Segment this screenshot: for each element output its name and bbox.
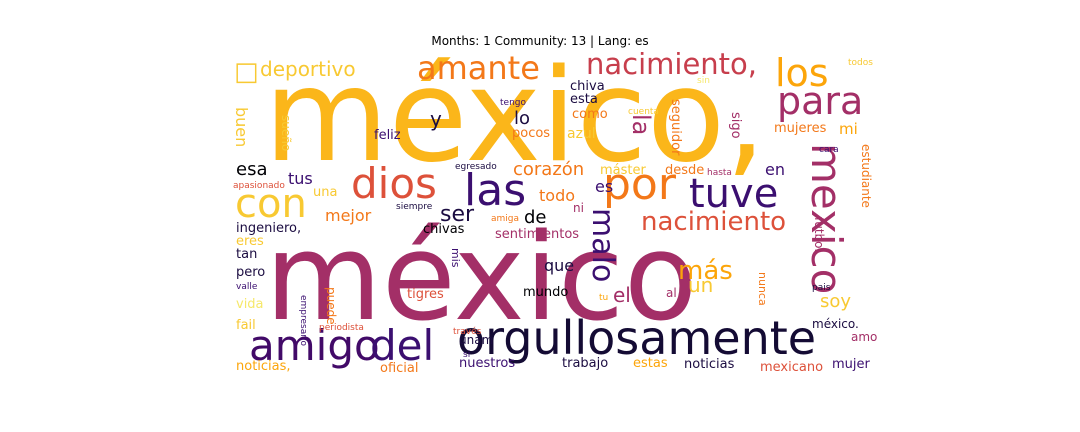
word-68: noticias, bbox=[236, 359, 291, 374]
word-65: trabajo bbox=[562, 356, 609, 371]
word-43: seguidor bbox=[668, 99, 683, 156]
word-54: tan bbox=[236, 247, 258, 262]
word-22: ser bbox=[440, 202, 475, 227]
word-87: través bbox=[453, 327, 482, 337]
word-46: mi bbox=[839, 120, 858, 138]
word-31: es bbox=[595, 177, 614, 196]
word-34: soy bbox=[820, 291, 852, 312]
word-30: que bbox=[544, 256, 575, 275]
chart-title: Months: 1 Community: 13 | Lang: es bbox=[431, 34, 649, 48]
word-62: puede bbox=[324, 287, 338, 325]
word-2: orgullosamente bbox=[457, 311, 817, 365]
word-56: vida bbox=[236, 297, 264, 312]
word-38: esta bbox=[570, 92, 598, 107]
word-53: eres bbox=[236, 234, 264, 249]
word-80: egresado bbox=[455, 162, 497, 172]
word-60: tigres bbox=[407, 287, 444, 302]
word-84: valle bbox=[236, 282, 258, 292]
word-23: de bbox=[524, 207, 547, 228]
word-89: cara bbox=[819, 145, 839, 155]
word-91: cuenta bbox=[628, 107, 659, 117]
word-78: tengo bbox=[500, 98, 526, 108]
word-5: por bbox=[603, 159, 676, 210]
word-57: fail bbox=[236, 318, 256, 333]
word-85: empresario bbox=[298, 295, 308, 346]
word-61: mundo bbox=[523, 285, 569, 300]
word-9: con bbox=[235, 181, 307, 227]
word-12: amante bbox=[417, 52, 540, 87]
word-51: una bbox=[313, 185, 338, 200]
word-74: nunca bbox=[756, 272, 769, 306]
word-26: mejor bbox=[325, 206, 372, 225]
word-67: noticias bbox=[684, 357, 735, 372]
word-6: tuve bbox=[689, 171, 779, 217]
word-63: unam bbox=[459, 333, 494, 347]
word-19: un bbox=[688, 273, 714, 297]
word-66: estas bbox=[633, 356, 668, 371]
word-76: mis bbox=[449, 248, 462, 268]
word-14: nacimiento bbox=[641, 207, 787, 237]
word-24: lo bbox=[514, 108, 531, 129]
word-36: sueño bbox=[279, 115, 293, 152]
word-82: siempre bbox=[396, 202, 433, 212]
word-4: del bbox=[370, 321, 435, 370]
word-58: chivas bbox=[423, 222, 465, 237]
word-93: sin bbox=[697, 76, 710, 86]
word-88: pais bbox=[812, 283, 831, 293]
word-37: chiva bbox=[570, 79, 605, 94]
word-41: azul bbox=[567, 126, 596, 142]
word-70: mexicano bbox=[760, 360, 824, 375]
word-32: en bbox=[765, 160, 785, 179]
word-75: al bbox=[666, 286, 677, 300]
word-47: estudiante bbox=[859, 144, 873, 208]
word-50: desde bbox=[665, 163, 705, 178]
word-92: todos bbox=[848, 58, 873, 68]
word-1: méxico bbox=[265, 209, 698, 348]
word-90: hasta bbox=[707, 168, 732, 178]
word-28: tus bbox=[288, 169, 313, 188]
word-7: las bbox=[464, 165, 527, 216]
word-27: todo bbox=[539, 186, 576, 205]
word-29: esa bbox=[236, 159, 268, 180]
word-13: nacimiento, bbox=[586, 52, 758, 81]
word-71: mujer bbox=[832, 357, 870, 372]
word-10: para bbox=[777, 79, 864, 123]
word-45: mujeres bbox=[774, 121, 827, 136]
word-11: los bbox=[775, 52, 829, 95]
word-0: méxico, bbox=[264, 52, 766, 191]
word-33: la bbox=[627, 114, 655, 136]
word-83: amiga bbox=[491, 214, 520, 224]
word-3: amigo bbox=[249, 321, 380, 370]
word-40: pocos bbox=[512, 126, 551, 141]
word-95: □ bbox=[234, 57, 259, 87]
word-72: méxico. bbox=[812, 317, 859, 331]
word-77: ni bbox=[573, 201, 584, 215]
word-35: buen bbox=[233, 107, 251, 148]
word-49: máster bbox=[600, 163, 646, 178]
word-42: feliz bbox=[374, 128, 401, 143]
word-59: sentimientos bbox=[495, 227, 580, 242]
word-73: amo bbox=[851, 330, 878, 344]
word-8: dios bbox=[351, 159, 437, 208]
word-16: malo bbox=[585, 208, 620, 283]
word-48: futbol, bbox=[812, 217, 826, 256]
word-39: como bbox=[572, 107, 608, 122]
word-17: deportivo bbox=[260, 57, 356, 81]
word-55: pero bbox=[236, 265, 266, 280]
word-94: tu bbox=[599, 293, 609, 303]
wordcloud-canvas: méxico, méxico orgullosamente amigo del por tu… bbox=[233, 52, 883, 380]
word-21: corazón bbox=[513, 159, 585, 180]
word-18: más bbox=[678, 256, 733, 286]
word-64: nuestros bbox=[459, 356, 516, 371]
word-69: oficial bbox=[380, 361, 419, 376]
word-79: si bbox=[463, 350, 471, 360]
word-20: el bbox=[613, 283, 631, 307]
word-44: sigo bbox=[728, 112, 743, 139]
word-81: apasionado bbox=[233, 181, 285, 191]
word-86: periodista bbox=[319, 323, 364, 333]
word-25: y bbox=[430, 107, 442, 131]
word-52: ingeniero, bbox=[236, 221, 302, 236]
